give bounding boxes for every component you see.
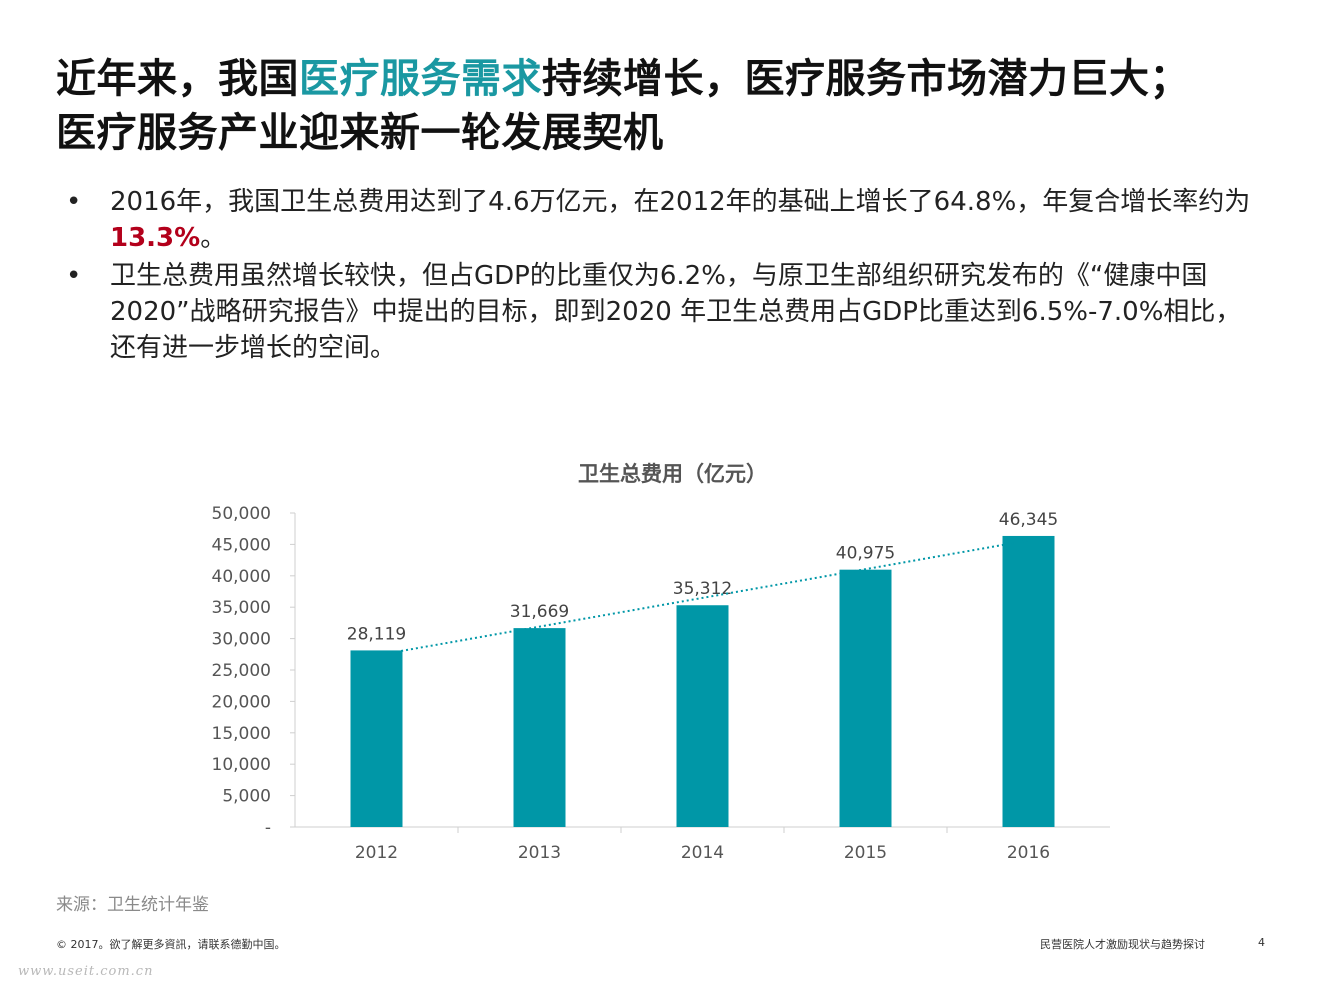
bullet-text: 卫生总费用虽然增长较快，但占GDP的比重仅为6.2%，与原卫生部组织研究发布的《…	[110, 261, 1242, 363]
x-tick-label: 2014	[681, 843, 724, 863]
bullet-list: • 2016年，我国卫生总费用达到了4.6万亿元，在2012年的基础上增长了64…	[66, 184, 1266, 368]
footer-doc-title: 民营医院人才激励现状与趋势探讨	[1040, 938, 1205, 951]
x-tick-label: 2015	[844, 843, 887, 863]
y-tick-label: 35,000	[212, 598, 271, 618]
y-tick-label: 5,000	[222, 787, 271, 807]
y-tick-label: 15,000	[212, 724, 271, 744]
watermark: www.useit.com.cn	[18, 964, 154, 979]
bar	[350, 650, 403, 827]
bar	[513, 628, 566, 827]
data-label: 31,669	[510, 602, 569, 622]
y-tick-label: 50,000	[212, 504, 271, 524]
bullet-marker: •	[66, 187, 82, 217]
title-part1: 近年来，我国	[56, 56, 299, 102]
bullet-marker: •	[66, 261, 82, 291]
x-tick-label: 2013	[518, 843, 561, 863]
bullet-text-pre: 2016年，我国卫生总费用达到了4.6万亿元，在2012年的基础上增长了64.8…	[110, 187, 1251, 217]
bullet-emphasis: 13.3%	[110, 223, 201, 253]
y-tick-label: 30,000	[212, 630, 271, 650]
y-tick-label: 40,000	[212, 567, 271, 587]
y-tick-label: 25,000	[212, 661, 271, 681]
chart-title: 卫生总费用（亿元）	[578, 462, 767, 486]
x-tick-label: 2016	[1007, 843, 1050, 863]
bar	[1002, 535, 1055, 827]
bar	[676, 605, 729, 827]
bar	[839, 569, 892, 827]
data-label: 28,119	[347, 624, 406, 644]
y-tick-label: 10,000	[212, 755, 271, 775]
bullet-text-post: 。	[200, 223, 227, 253]
page-number: 4	[1258, 936, 1265, 949]
bullet-item: • 卫生总费用虽然增长较快，但占GDP的比重仅为6.2%，与原卫生部组织研究发布…	[66, 258, 1266, 366]
data-label: 40,975	[836, 544, 895, 564]
footer-copyright: © 2017。欲了解更多資訊，请联系德勤中国。	[56, 938, 286, 951]
slide-title: 近年来，我国医疗服务需求持续增长，医疗服务市场潜力巨大； 医疗服务产业迎来新一轮…	[56, 52, 1296, 160]
trendline	[376, 539, 1029, 657]
data-label: 35,312	[673, 579, 732, 599]
bullet-item: • 2016年，我国卫生总费用达到了4.6万亿元，在2012年的基础上增长了64…	[66, 184, 1266, 256]
y-tick-label: 20,000	[212, 692, 271, 712]
data-label: 46,345	[999, 510, 1058, 530]
title-part2: 持续增长，医疗服务市场潜力巨大；	[542, 56, 1190, 102]
x-tick-label: 2012	[355, 843, 398, 863]
y-tick-label: -	[265, 818, 271, 838]
y-tick-label: 45,000	[212, 535, 271, 555]
title-line2: 医疗服务产业迎来新一轮发展契机	[56, 110, 664, 156]
source-note: 来源：卫生统计年鉴	[56, 895, 209, 915]
title-highlight: 医疗服务需求	[299, 56, 542, 102]
bar-chart: 卫生总费用（亿元） - 5,000 10,000 15,000 20,000 25,000 3…	[212, 462, 1110, 863]
